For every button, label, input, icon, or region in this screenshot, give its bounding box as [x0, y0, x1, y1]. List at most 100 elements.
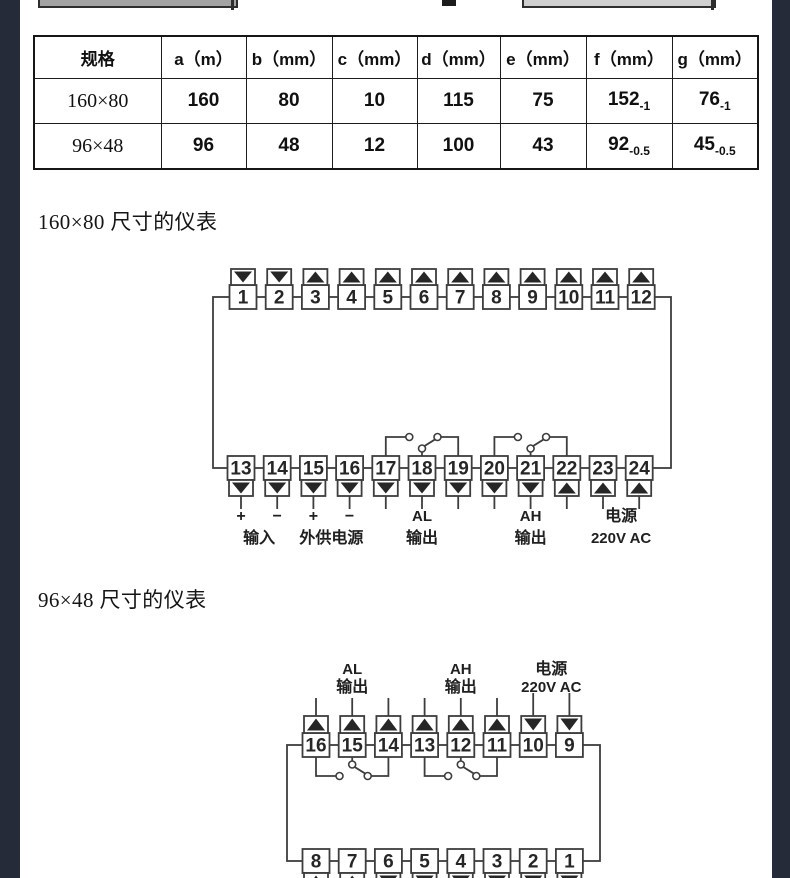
terminal-box	[624, 455, 654, 481]
spec-table-cell: 76-1	[671, 78, 759, 124]
terminal-number: 16	[305, 736, 326, 757]
cell-tolerance-subscript: -1	[639, 98, 651, 113]
label-power-voltage: 220V AC	[521, 679, 581, 696]
arrow-down-icon	[524, 718, 543, 731]
top-cropped-figure-bar-right	[522, 0, 716, 8]
cell-value: 92	[608, 134, 630, 156]
terminal-box	[298, 455, 328, 481]
terminal-number: 2	[528, 852, 539, 873]
cell-value: 152	[607, 89, 640, 111]
terminal-box	[410, 848, 440, 874]
instrument-body-outline-160x80	[212, 296, 672, 469]
arrow-down-icon	[521, 482, 540, 494]
spec-table-cell: 92-0.5	[585, 123, 673, 170]
terminal-box	[443, 455, 473, 481]
terminal-box	[262, 455, 292, 481]
terminal-number: 13	[230, 459, 251, 480]
spec-table-cell: 160×80	[33, 78, 162, 124]
relay-contact-point	[541, 432, 551, 442]
terminal-box	[373, 732, 403, 758]
terminal-number: 13	[414, 736, 435, 757]
terminal-box	[626, 284, 656, 310]
arrow-up-icon	[488, 718, 506, 731]
spec-table-cell: 45-0.5	[671, 123, 759, 170]
terminal-number: 14	[267, 459, 289, 480]
arrow-up-icon	[523, 271, 542, 283]
terminal-number: 8	[491, 288, 502, 309]
terminal-box	[337, 284, 367, 310]
arrow-down-icon	[415, 875, 434, 878]
terminal-number: 6	[383, 852, 394, 873]
terminal-number: 11	[487, 736, 508, 757]
terminal-number: 17	[375, 459, 396, 480]
label-power: 电源	[535, 659, 567, 678]
terminal-box	[554, 284, 584, 310]
arrow-up-icon	[594, 482, 612, 494]
relay-contact-point	[404, 432, 414, 442]
spec-table-cell: 100	[416, 123, 501, 170]
terminal-number: 4	[346, 288, 357, 309]
relay-pivot-point	[417, 444, 427, 453]
spec-table-cell: 160	[160, 78, 247, 124]
terminal-number: 20	[484, 459, 505, 480]
cell-value: 76	[698, 89, 720, 111]
spec-table-cell: 80	[245, 78, 333, 124]
terminal-number: 10	[558, 288, 579, 309]
arrow-down-icon	[379, 875, 398, 878]
terminal-box	[518, 284, 547, 310]
terminal-number: 22	[556, 459, 577, 480]
spec-table-cell: 115	[416, 78, 501, 124]
arrow-up-icon	[451, 271, 470, 283]
arrow-down-icon	[485, 482, 504, 494]
terminal-box	[264, 284, 294, 310]
terminal-number: 5	[383, 288, 394, 309]
arrow-up-icon	[415, 271, 433, 283]
terminal-box	[555, 848, 584, 874]
arrow-up-icon	[487, 271, 506, 283]
terminal-number: 19	[448, 459, 469, 480]
top-cropped-figure-bar-left	[38, 0, 238, 8]
arrow-up-icon	[415, 718, 434, 731]
relay-contact-point	[335, 771, 344, 781]
terminal-number: 24	[629, 459, 651, 480]
arrow-up-icon	[378, 271, 397, 283]
arrow-up-icon	[350, 875, 355, 878]
relay-fixed-contact-lead	[493, 436, 515, 456]
arrow-down-icon	[560, 875, 579, 878]
spec-table-header-cell: d（mm）	[416, 35, 501, 79]
terminal-number: 1	[564, 852, 575, 873]
relay-fixed-contact-lead	[315, 757, 336, 777]
arrow-down-icon	[340, 482, 359, 494]
terminal-number: 5	[419, 852, 430, 873]
label-input-plus: +	[236, 508, 245, 525]
arrow-down-icon	[524, 875, 543, 878]
label-ah-output: 输出	[515, 528, 547, 547]
arrow-up-icon	[596, 271, 614, 283]
label-input: 输入	[243, 528, 275, 547]
terminal-number: 16	[339, 459, 360, 480]
spec-table-cell: 10	[331, 78, 418, 124]
terminal-number: 18	[411, 459, 432, 480]
arrow-down-icon	[234, 271, 252, 283]
relay-lever	[532, 438, 545, 447]
arrow-up-icon	[451, 718, 470, 731]
spec-table-cell: 75	[499, 78, 587, 124]
arrow-up-icon	[379, 718, 398, 731]
terminal-number: 6	[419, 288, 430, 309]
arrow-down-icon	[270, 271, 289, 283]
terminal-box	[518, 848, 548, 874]
arrow-up-icon	[342, 271, 361, 283]
spec-table: 规格 a（m） b（mm） c（mm） d（mm） e（mm） f（mm） g（mm） 160×…	[33, 35, 759, 170]
terminal-number: 23	[592, 459, 613, 480]
terminal-number: 4	[456, 852, 467, 873]
terminal-box	[516, 455, 545, 481]
label-al-output: 输出	[406, 528, 438, 547]
terminal-number: 14	[378, 736, 400, 757]
terminal-number: 3	[492, 852, 503, 873]
spec-table-header-cell: g（mm）	[671, 35, 759, 79]
label-ah-output: 输出	[445, 677, 477, 696]
cell-tolerance-subscript: -0.5	[714, 143, 736, 158]
spec-table-cell: 96	[160, 123, 247, 170]
terminal-number: 21	[520, 459, 542, 480]
